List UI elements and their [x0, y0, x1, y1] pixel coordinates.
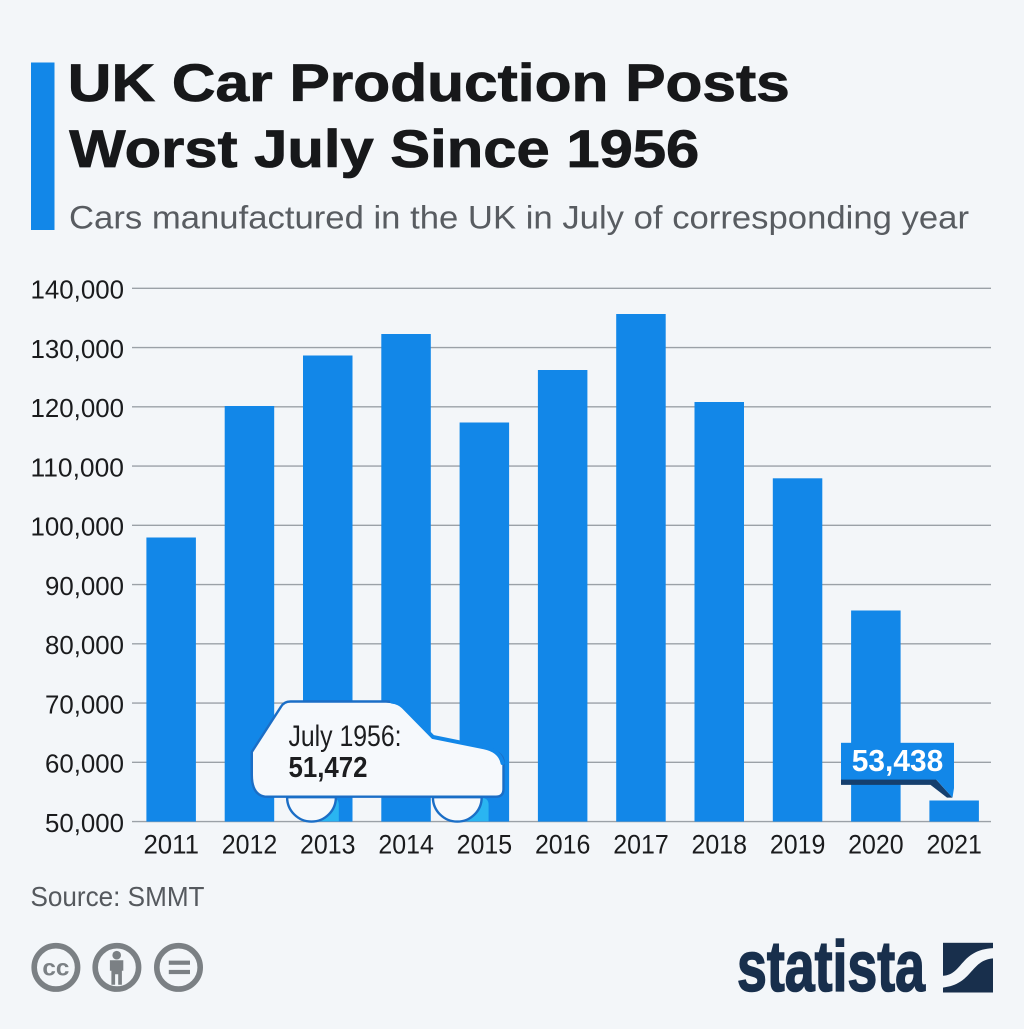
svg-text:51,472: 51,472 — [289, 752, 368, 784]
svg-text:80,000: 80,000 — [45, 630, 124, 660]
svg-text:110,000: 110,000 — [31, 452, 125, 482]
svg-text:2014: 2014 — [378, 830, 434, 860]
svg-text:UK Car Production Posts: UK Car Production Posts — [68, 54, 790, 113]
svg-text:Cars manufactured in the UK in: Cars manufactured in the UK in July of c… — [69, 199, 969, 235]
svg-text:70,000: 70,000 — [45, 689, 124, 719]
svg-text:Source: SMMT: Source: SMMT — [31, 881, 205, 912]
svg-text:120,000: 120,000 — [31, 393, 125, 423]
svg-text:Worst July Since 1956: Worst July Since 1956 — [69, 120, 699, 179]
svg-text:90,000: 90,000 — [45, 571, 124, 601]
svg-text:statista: statista — [737, 928, 925, 1007]
svg-text:2015: 2015 — [457, 830, 513, 860]
svg-text:60,000: 60,000 — [45, 749, 124, 779]
svg-text:50,000: 50,000 — [45, 808, 124, 838]
svg-text:2021: 2021 — [926, 830, 982, 860]
svg-text:2012: 2012 — [222, 830, 278, 860]
svg-text:130,000: 130,000 — [31, 334, 125, 364]
svg-text:2017: 2017 — [613, 830, 669, 860]
svg-text:cc: cc — [42, 955, 69, 981]
svg-text:2013: 2013 — [300, 830, 356, 860]
svg-text:2018: 2018 — [692, 830, 748, 860]
svg-text:2019: 2019 — [770, 830, 826, 860]
svg-text:100,000: 100,000 — [31, 512, 125, 542]
svg-text:July 1956:: July 1956: — [289, 720, 402, 753]
svg-text:2020: 2020 — [848, 830, 904, 860]
svg-text:2016: 2016 — [535, 830, 591, 860]
svg-text:140,000: 140,000 — [31, 275, 125, 305]
svg-text:2011: 2011 — [143, 830, 199, 860]
svg-text:53,438: 53,438 — [852, 743, 944, 778]
